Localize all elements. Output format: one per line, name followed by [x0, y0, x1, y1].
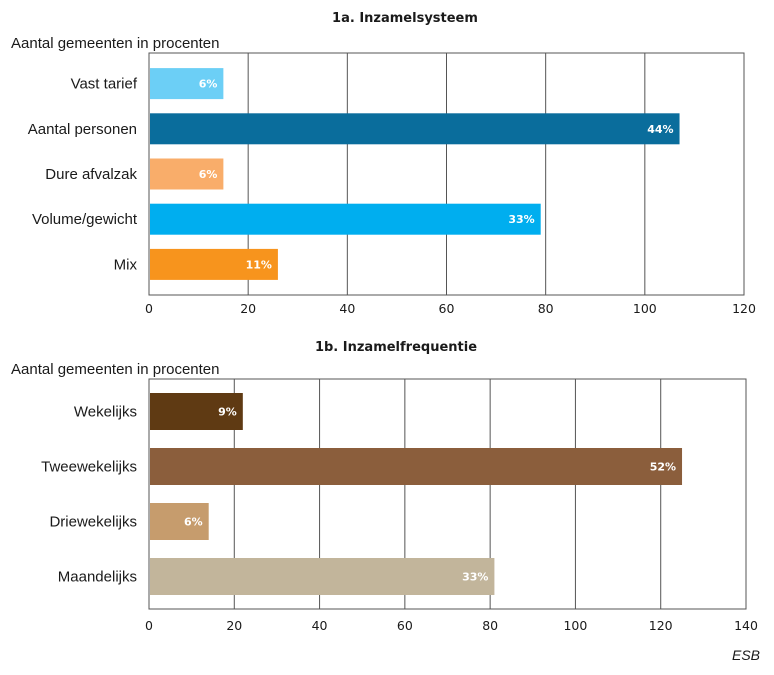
- chart-1b: 1b. Inzamelfrequentie Aantal gemeenten i…: [11, 340, 758, 633]
- chart-1a-x-axis: 0 20 40 60 80 100 120: [145, 301, 756, 316]
- chart-1a-x-tick-label: 120: [732, 301, 756, 316]
- chart-1b-data-label: 33%: [462, 571, 488, 584]
- chart-1a-category-label: Vast tarief: [71, 76, 138, 93]
- chart-1a-bar: [150, 248, 278, 280]
- chart-1b-x-tick-label: 60: [397, 618, 413, 633]
- chart-1b-category-labels: Wekelijks Tweewekelijks Driewekelijks Maand…: [41, 404, 137, 586]
- chart-1b-bar: [150, 503, 209, 540]
- chart-1a-subtitle: Aantal gemeenten in procenten: [11, 35, 219, 52]
- chart-1b-plot-area: [148, 378, 747, 610]
- chart-1b-x-tick-label: 80: [482, 618, 498, 633]
- chart-1b-x-tick-label: 100: [563, 618, 587, 633]
- chart-1a-x-tick-label: 0: [145, 301, 153, 316]
- chart-1a-bars: 6% 44% 6% 33% 11%: [150, 68, 680, 280]
- chart-1a-data-label: 6%: [199, 168, 218, 181]
- chart-1a: 1a. Inzamelsysteem Aantal gemeenten in p…: [11, 11, 756, 316]
- chart-1a-data-label: 11%: [246, 258, 272, 271]
- chart-1b-category-label: Tweewekelijks: [41, 459, 137, 476]
- chart-1b-x-tick-label: 40: [312, 618, 328, 633]
- chart-1b-x-tick-label: 120: [649, 618, 673, 633]
- chart-1b-data-label: 6%: [184, 516, 203, 529]
- chart-1b-x-axis: 0 20 40 60 80 100 120 140: [145, 618, 758, 633]
- chart-1b-bar: [150, 393, 243, 430]
- chart-1b-x-tick-label: 140: [734, 618, 758, 633]
- chart-1b-data-label: 9%: [218, 406, 237, 419]
- chart-1b-bar: [150, 558, 495, 595]
- chart-1a-title: 1a. Inzamelsysteem: [332, 11, 478, 26]
- chart-1a-data-label: 44%: [647, 123, 673, 136]
- chart-1b-category-label: Driewekelijks: [49, 514, 137, 531]
- chart-1a-category-label: Volume/gewicht: [32, 211, 138, 228]
- chart-1a-x-tick-label: 40: [339, 301, 355, 316]
- chart-1a-data-label: 6%: [199, 78, 218, 91]
- chart-1a-bar: [150, 158, 224, 190]
- chart-1a-category-label: Dure afvalzak: [45, 166, 137, 183]
- chart-1a-gridlines: [247, 53, 646, 295]
- chart-1a-x-tick-label: 100: [633, 301, 657, 316]
- chart-1a-bar: [150, 203, 541, 235]
- chart-1a-x-tick-label: 20: [240, 301, 256, 316]
- chart-1a-bar: [150, 113, 680, 145]
- chart-1a-category-label: Aantal personen: [28, 121, 137, 138]
- chart-1b-title: 1b. Inzamelfrequentie: [315, 340, 477, 355]
- chart-1a-bar: [150, 68, 224, 100]
- source-label: ESB: [731, 647, 760, 663]
- chart-1a-category-label: Mix: [114, 256, 138, 273]
- chart-1b-data-label: 52%: [650, 461, 676, 474]
- chart-1a-x-tick-label: 80: [538, 301, 554, 316]
- chart-1a-data-label: 33%: [508, 213, 534, 226]
- chart-1b-subtitle: Aantal gemeenten in procenten: [11, 361, 219, 378]
- chart-1a-category-labels: Vast tarief Aantal personen Dure afvalzak V…: [28, 76, 138, 274]
- chart-1b-category-label: Wekelijks: [74, 404, 137, 421]
- chart-1a-x-tick-label: 60: [439, 301, 455, 316]
- chart-1b-bar: [150, 448, 683, 485]
- chart-1b-x-tick-label: 0: [145, 618, 153, 633]
- chart-1b-x-tick-label: 20: [226, 618, 242, 633]
- chart-1b-category-label: Maandelijks: [58, 569, 137, 586]
- chart-1b-bars: 9% 52% 6% 33%: [150, 393, 683, 595]
